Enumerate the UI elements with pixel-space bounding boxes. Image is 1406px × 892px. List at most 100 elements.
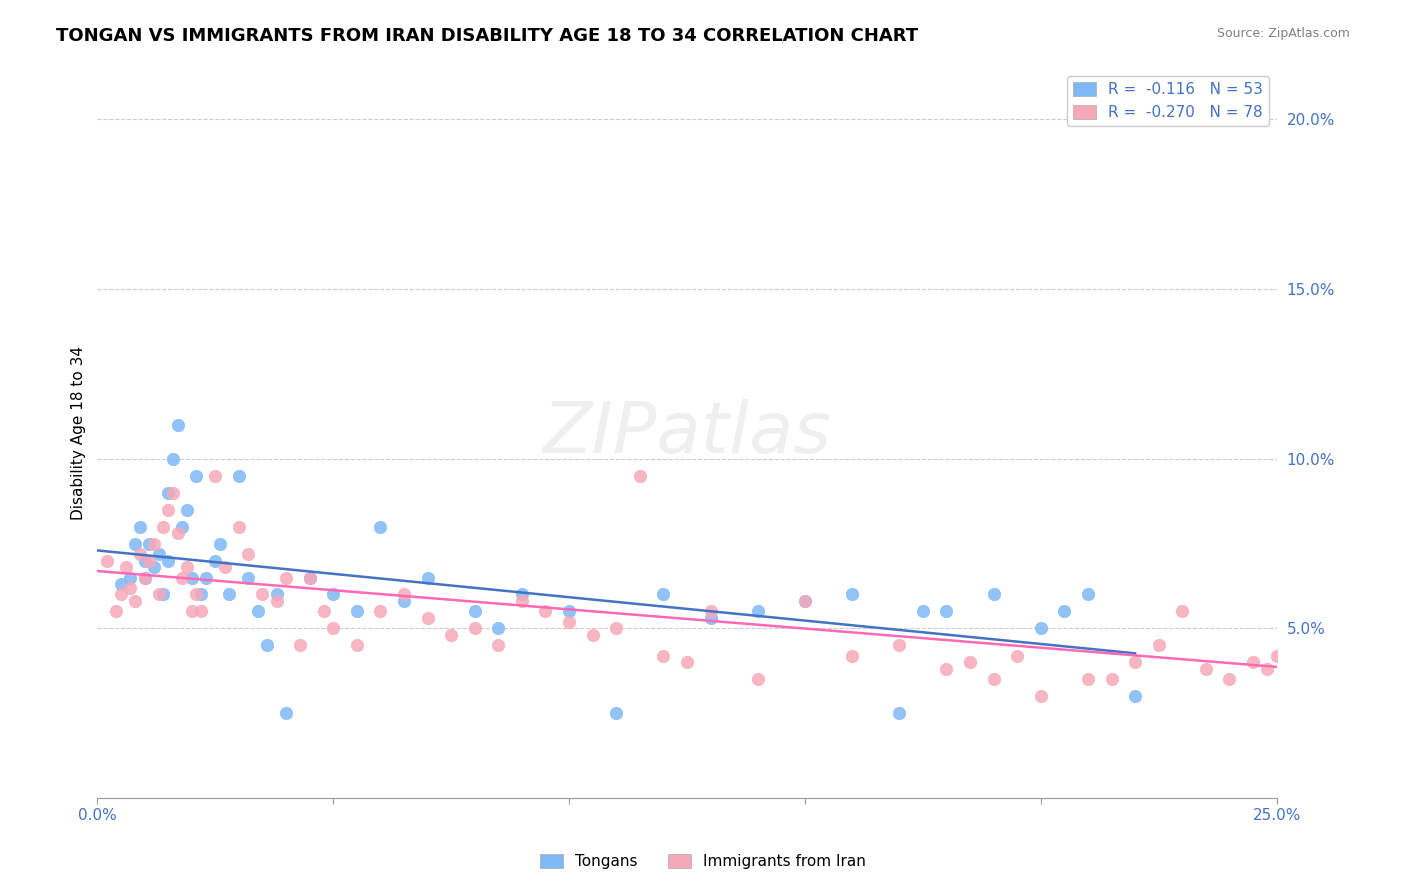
Point [983, 673, 1005, 687]
Point [1384, 594, 1406, 608]
Point [983, 587, 1005, 601]
Point [120, 581, 142, 595]
Point [152, 519, 174, 533]
Point [134, 570, 156, 584]
Point [1369, 656, 1392, 670]
Point [1029, 690, 1052, 704]
Point [274, 570, 297, 584]
Point [128, 519, 150, 533]
Point [1256, 662, 1278, 676]
Point [298, 570, 321, 584]
Point [1077, 587, 1099, 601]
Point [1336, 587, 1358, 601]
Point [652, 587, 675, 601]
Point [558, 615, 581, 629]
Point [582, 628, 605, 642]
Point [162, 451, 184, 466]
Point [124, 594, 146, 608]
Point [105, 604, 128, 618]
Point [322, 621, 344, 635]
Point [1147, 639, 1170, 653]
Point [794, 594, 817, 608]
Point [143, 536, 166, 550]
Point [176, 560, 198, 574]
Point [266, 594, 288, 608]
Point [190, 587, 212, 601]
Point [162, 485, 184, 500]
Point [238, 570, 260, 584]
Point [346, 639, 368, 653]
Point [605, 621, 627, 635]
Point [346, 604, 368, 618]
Point [204, 468, 226, 483]
Point [841, 587, 863, 601]
Point [252, 587, 274, 601]
Point [510, 594, 533, 608]
Point [747, 673, 769, 687]
Point [110, 587, 132, 601]
Point [166, 417, 188, 432]
Point [134, 553, 156, 567]
Point [143, 560, 166, 574]
Point [1053, 604, 1076, 618]
Point [1398, 662, 1406, 676]
Point [134, 570, 156, 584]
Point [370, 604, 392, 618]
Point [959, 656, 981, 670]
Point [148, 547, 170, 561]
Point [1241, 656, 1264, 670]
Point [1289, 690, 1312, 704]
Point [190, 604, 212, 618]
Text: Source: ZipAtlas.com: Source: ZipAtlas.com [1216, 27, 1350, 40]
Point [1005, 648, 1028, 663]
Point [1275, 673, 1298, 687]
Legend: Tongans, Immigrants from Iran: Tongans, Immigrants from Iran [534, 848, 872, 875]
Point [176, 502, 198, 516]
Point [266, 587, 288, 601]
Point [652, 648, 675, 663]
Point [486, 621, 509, 635]
Point [747, 604, 769, 618]
Point [794, 594, 817, 608]
Point [166, 526, 188, 541]
Point [274, 706, 297, 721]
Point [464, 621, 486, 635]
Point [392, 594, 415, 608]
Point [194, 570, 217, 584]
Point [1265, 648, 1288, 663]
Legend: R =  -0.116   N = 53, R =  -0.270   N = 78: R = -0.116 N = 53, R = -0.270 N = 78 [1067, 76, 1270, 126]
Point [322, 587, 344, 601]
Point [204, 553, 226, 567]
Y-axis label: Disability Age 18 to 34: Disability Age 18 to 34 [72, 346, 86, 520]
Point [464, 604, 486, 618]
Point [96, 553, 118, 567]
Point [152, 587, 174, 601]
Point [534, 604, 557, 618]
Point [148, 587, 170, 601]
Point [312, 604, 335, 618]
Point [1195, 662, 1218, 676]
Point [1101, 673, 1123, 687]
Point [214, 560, 236, 574]
Point [1360, 673, 1382, 687]
Point [1077, 673, 1099, 687]
Point [180, 570, 202, 584]
Point [392, 587, 415, 601]
Point [440, 628, 463, 642]
Point [110, 577, 132, 591]
Point [935, 662, 957, 676]
Point [486, 639, 509, 653]
Point [238, 547, 260, 561]
Point [157, 553, 180, 567]
Point [1350, 648, 1372, 663]
Point [138, 536, 160, 550]
Point [416, 570, 439, 584]
Point [256, 639, 278, 653]
Point [186, 468, 208, 483]
Point [889, 639, 911, 653]
Point [228, 519, 250, 533]
Point [290, 639, 312, 653]
Point [157, 502, 180, 516]
Point [246, 604, 269, 618]
Point [1123, 656, 1146, 670]
